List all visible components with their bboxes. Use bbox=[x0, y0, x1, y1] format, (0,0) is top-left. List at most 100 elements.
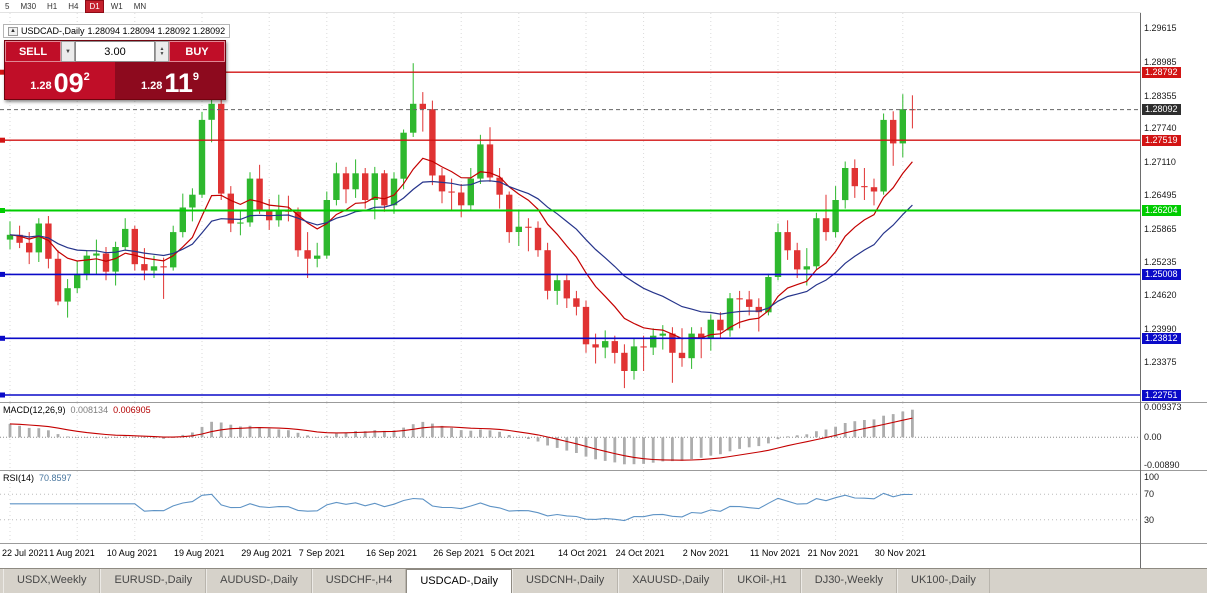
timeframe-button-M30[interactable]: M30 bbox=[20, 1, 37, 11]
rsi-line bbox=[10, 492, 913, 522]
timeframe-button-H4[interactable]: H4 bbox=[68, 1, 79, 11]
horizontal-level-line[interactable] bbox=[0, 271, 1140, 277]
rsi-panel[interactable] bbox=[0, 471, 1140, 542]
candle bbox=[438, 168, 446, 204]
timeframe-button-W1[interactable]: W1 bbox=[110, 1, 123, 11]
volume-stepper[interactable]: ▲ ▼ bbox=[155, 41, 169, 62]
candle bbox=[419, 92, 426, 132]
axis-separator bbox=[1140, 13, 1141, 568]
candle bbox=[784, 220, 791, 260]
candle bbox=[458, 184, 465, 218]
spin-up-icon[interactable]: ▲ bbox=[159, 45, 165, 52]
date-label: 2 Nov 2021 bbox=[682, 548, 729, 558]
date-label: 7 Sep 2021 bbox=[298, 548, 345, 558]
timeframe-button-5[interactable]: 5 bbox=[5, 1, 10, 11]
candle bbox=[381, 170, 388, 212]
price-axis: 1.29615 1.28985 1.28355 1.27740 1.27110 1.264… bbox=[1141, 0, 1207, 568]
candle bbox=[160, 257, 167, 299]
buy-price-display[interactable]: 1.28 11 9 bbox=[115, 62, 225, 99]
macd-panel[interactable] bbox=[0, 403, 1140, 470]
candle bbox=[909, 95, 916, 129]
candle bbox=[563, 273, 570, 308]
horizontal-level-line[interactable] bbox=[0, 335, 1140, 341]
date-label: 1 Aug 2021 bbox=[49, 548, 95, 558]
expand-icon[interactable]: ▲ bbox=[8, 26, 18, 36]
chart-tab-usdx-weekly[interactable]: USDX,Weekly bbox=[3, 569, 101, 593]
date-label: 14 Oct 2021 bbox=[558, 548, 608, 558]
chart-tab-usdchf-h4[interactable]: USDCHF-,H4 bbox=[311, 569, 407, 593]
rsi-dateaxis-splitter bbox=[0, 543, 1207, 544]
level-anchor[interactable] bbox=[0, 69, 5, 75]
volume-input[interactable]: 3.00 bbox=[75, 41, 155, 62]
horizontal-level-line[interactable] bbox=[0, 208, 1140, 213]
candle bbox=[678, 328, 686, 367]
date-label: 19 Aug 2021 bbox=[174, 548, 225, 558]
sell-price-sup: 2 bbox=[83, 71, 90, 83]
sell-button[interactable]: SELL bbox=[5, 41, 61, 62]
chart-tab-eurusd-daily[interactable]: EURUSD-,Daily bbox=[100, 569, 207, 593]
candle bbox=[870, 178, 878, 206]
candle bbox=[496, 168, 503, 209]
current-price-badge: 1.28092 bbox=[1142, 104, 1181, 116]
chart-tab-usdcad-daily[interactable]: USDCAD-,Daily bbox=[406, 569, 512, 593]
candle bbox=[131, 225, 138, 271]
price-tick-label: 1.27740 bbox=[1144, 123, 1177, 134]
horizontal-level-line[interactable] bbox=[0, 137, 1140, 143]
sell-price-base: 1.28 bbox=[30, 80, 52, 92]
macd-signal-line bbox=[9, 417, 913, 461]
timeframe-button-MN[interactable]: MN bbox=[133, 1, 147, 11]
candle bbox=[227, 186, 234, 233]
timeframe-button-H1[interactable]: H1 bbox=[47, 1, 58, 11]
candle bbox=[851, 159, 858, 198]
price-tick-label: 1.28985 bbox=[1144, 56, 1177, 67]
chart-tab-uk100-daily[interactable]: UK100-,Daily bbox=[897, 569, 990, 593]
one-click-trading-panel: SELL ▼ 3.00 ▲ ▼ BUY 1.28 09 2 1.28 11 9 bbox=[4, 40, 226, 100]
chart-symbol-timeframe: USDCAD-,Daily bbox=[20, 26, 85, 36]
candle bbox=[362, 168, 369, 209]
spin-down-icon[interactable]: ▼ bbox=[159, 50, 165, 57]
candle bbox=[582, 300, 590, 353]
date-label: 26 Sep 2021 bbox=[433, 548, 485, 558]
volume-dropdown-icon[interactable]: ▼ bbox=[61, 41, 75, 62]
candle bbox=[534, 221, 542, 257]
macd-rsi-splitter[interactable] bbox=[0, 470, 1207, 471]
chart-tab-xauusd-daily[interactable]: XAUUSD-,Daily bbox=[618, 569, 724, 593]
chart-tab-audusd-daily[interactable]: AUDUSD-,Daily bbox=[206, 569, 312, 593]
chart-macd-splitter[interactable] bbox=[0, 402, 1207, 403]
level-anchor[interactable] bbox=[0, 392, 5, 398]
chart-tab-usdcnh-daily[interactable]: USDCNH-,Daily bbox=[511, 569, 619, 593]
candle bbox=[688, 327, 695, 369]
price-level-badge: 1.25008 bbox=[1142, 268, 1181, 280]
candle bbox=[880, 113, 887, 195]
chart-tab-dj30-weekly[interactable]: DJ30-,Weekly bbox=[800, 569, 898, 593]
candle bbox=[83, 250, 90, 281]
candle bbox=[832, 186, 839, 238]
date-label: 21 Nov 2021 bbox=[807, 548, 859, 558]
price-chart[interactable] bbox=[0, 13, 1140, 403]
rsi-scale-label: 30 bbox=[1144, 514, 1155, 525]
date-label: 5 Oct 2021 bbox=[490, 548, 535, 558]
buy-button[interactable]: BUY bbox=[169, 41, 225, 62]
sell-price-display[interactable]: 1.28 09 2 bbox=[5, 62, 115, 99]
price-level-badge: 1.27519 bbox=[1142, 134, 1181, 146]
level-anchor[interactable] bbox=[0, 335, 5, 341]
candle bbox=[659, 325, 666, 350]
candle bbox=[861, 168, 868, 200]
level-anchor[interactable] bbox=[0, 271, 5, 277]
ma-fast-line bbox=[9, 157, 913, 340]
chart-tab-ukoil-h1[interactable]: UKOil-,H1 bbox=[723, 569, 801, 593]
candle bbox=[333, 162, 340, 206]
price-tick-label: 1.26495 bbox=[1144, 189, 1177, 200]
price-tick-label: 1.29615 bbox=[1144, 23, 1177, 34]
timeframe-button-D1[interactable]: D1 bbox=[85, 0, 104, 13]
date-label: 22 Jul 2021 bbox=[2, 548, 49, 558]
candle bbox=[352, 159, 359, 198]
candle bbox=[544, 242, 551, 300]
candle bbox=[218, 97, 225, 200]
macd-scale-min: -0.00890 bbox=[1144, 460, 1180, 470]
candle bbox=[813, 212, 820, 270]
horizontal-level-line[interactable] bbox=[0, 392, 1140, 398]
level-anchor[interactable] bbox=[0, 137, 5, 143]
level-anchor[interactable] bbox=[0, 208, 5, 213]
candle bbox=[122, 218, 129, 251]
